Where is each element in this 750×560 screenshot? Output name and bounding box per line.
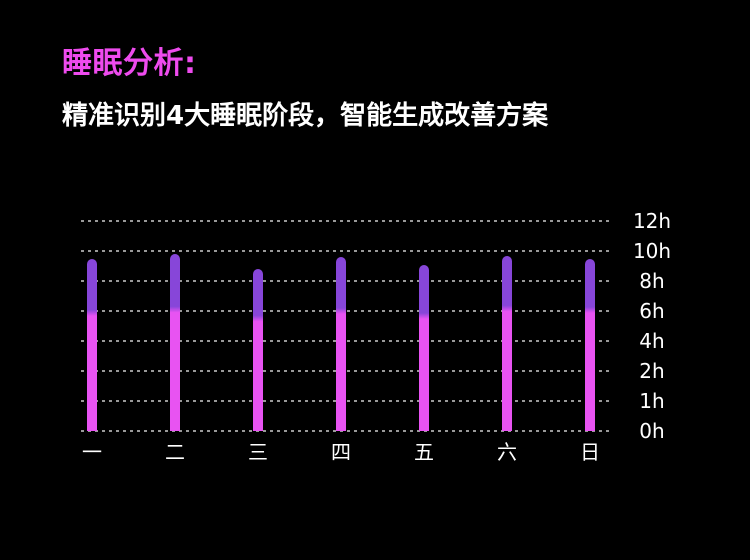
bar-六 (502, 255, 512, 431)
x-label-日: 日 (580, 440, 600, 464)
y-tick-8h: 8h (639, 269, 665, 293)
y-tick-1h: 1h (639, 389, 665, 413)
x-label-四: 四 (331, 440, 351, 464)
x-label-二: 二 (165, 440, 185, 464)
page-title: 睡眠分析: (62, 46, 197, 81)
y-tick-10h: 10h (632, 239, 672, 263)
y-tick-6h: 6h (639, 299, 665, 323)
page-subtitle: 精准识别4大睡眠阶段，智能生成改善方案 (62, 101, 549, 131)
x-label-三: 三 (248, 440, 268, 464)
gridline-12h (81, 220, 610, 222)
y-tick-2h: 2h (639, 359, 665, 383)
x-label-一: 一 (82, 440, 102, 464)
x-label-五: 五 (414, 440, 434, 464)
bar-四 (336, 257, 346, 431)
y-tick-12h: 12h (632, 209, 672, 233)
x-label-六: 六 (497, 440, 517, 464)
bar-二 (170, 254, 180, 431)
gridline-10h (81, 250, 610, 252)
bar-日 (585, 258, 595, 431)
gridline-0h (81, 430, 610, 432)
bar-五 (419, 264, 429, 431)
y-tick-4h: 4h (639, 329, 665, 353)
bar-一 (87, 258, 97, 431)
y-tick-0h: 0h (639, 419, 665, 443)
bar-三 (253, 269, 263, 431)
